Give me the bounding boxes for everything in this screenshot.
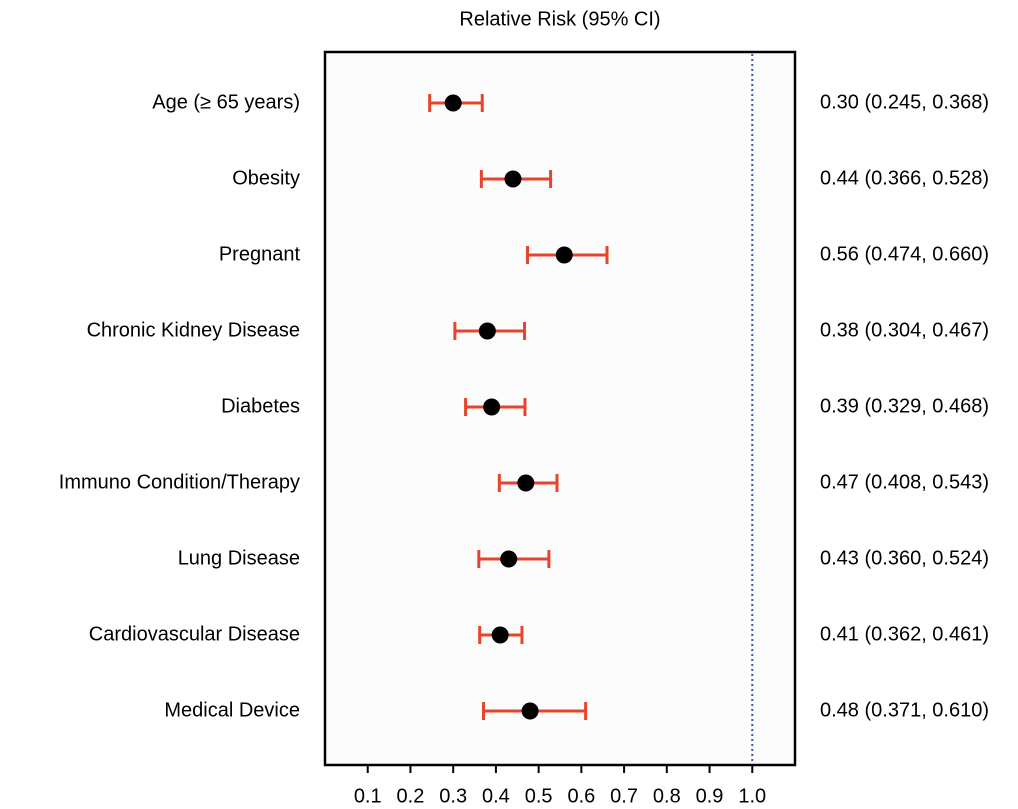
point-estimate (478, 322, 496, 340)
category-label: Chronic Kidney Disease (87, 319, 300, 341)
plot-area (323, 50, 797, 767)
value-label: 0.44 (0.366, 0.528) (820, 167, 989, 189)
category-label: Diabetes (221, 395, 300, 417)
point-estimate (504, 170, 522, 188)
x-tick-label: 0.2 (397, 785, 425, 807)
category-label: Age (≥ 65 years) (152, 91, 300, 113)
x-tick-label: 0.8 (653, 785, 681, 807)
value-label: 0.41 (0.362, 0.461) (820, 623, 989, 645)
point-estimate (500, 550, 518, 568)
value-label: 0.43 (0.360, 0.524) (820, 547, 989, 569)
value-label: 0.38 (0.304, 0.467) (820, 319, 989, 341)
point-estimate (521, 702, 539, 720)
x-tick-label: 0.9 (696, 785, 724, 807)
category-label: Immuno Condition/Therapy (59, 471, 300, 493)
point-estimate (483, 398, 501, 416)
point-estimate (444, 94, 462, 112)
x-tick-label: 0.7 (610, 785, 638, 807)
point-estimate (555, 246, 573, 264)
value-label: 0.39 (0.329, 0.468) (820, 395, 989, 417)
value-label: 0.47 (0.408, 0.543) (820, 471, 989, 493)
point-estimate (517, 474, 535, 492)
category-label: Medical Device (164, 699, 300, 721)
value-label: 0.30 (0.245, 0.368) (820, 91, 989, 113)
category-label: Cardiovascular Disease (89, 623, 300, 645)
x-tick-label: 0.1 (354, 785, 382, 807)
category-label: Obesity (232, 167, 300, 189)
x-tick-label: 1.0 (738, 785, 766, 807)
chart-title: Relative Risk (95% CI) (459, 8, 660, 30)
x-tick-label: 0.3 (439, 785, 467, 807)
category-label: Pregnant (219, 243, 301, 265)
x-tick-label: 0.4 (482, 785, 510, 807)
x-tick-label: 0.6 (567, 785, 595, 807)
point-estimate (491, 626, 509, 644)
value-label: 0.56 (0.474, 0.660) (820, 243, 989, 265)
value-label: 0.48 (0.371, 0.610) (820, 699, 989, 721)
category-label: Lung Disease (178, 547, 300, 569)
x-tick-label: 0.5 (525, 785, 553, 807)
